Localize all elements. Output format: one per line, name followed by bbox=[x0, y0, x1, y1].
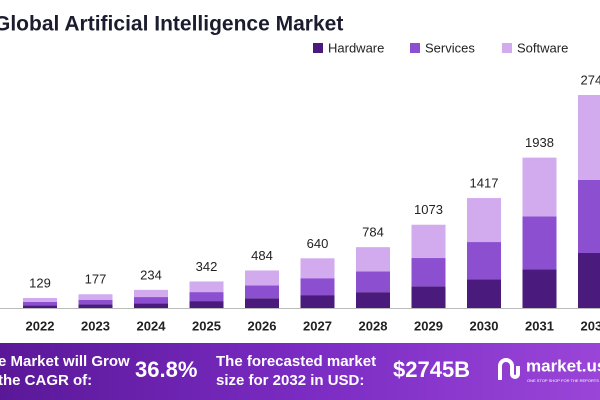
legend-label: Hardware bbox=[328, 40, 384, 55]
x-tick-label: 2027 bbox=[303, 318, 332, 333]
legend-swatch bbox=[410, 43, 420, 53]
bar-segment bbox=[23, 301, 57, 306]
total-label: 1938 bbox=[525, 135, 554, 150]
bar-segment bbox=[78, 299, 113, 305]
banner-text: e Market will Grow bbox=[0, 353, 130, 370]
total-label: 1073 bbox=[414, 202, 443, 217]
bar-segment bbox=[356, 292, 390, 308]
total-label: 234 bbox=[140, 267, 162, 282]
bar-segment bbox=[134, 297, 168, 304]
bar-segment bbox=[578, 252, 600, 308]
total-label: 342 bbox=[196, 259, 218, 274]
banner-text: the CAGR of: bbox=[0, 372, 92, 389]
total-label: 640 bbox=[307, 236, 329, 251]
x-tick-label: 2032 bbox=[581, 318, 600, 333]
bar-segment bbox=[411, 224, 446, 259]
bar-segment bbox=[245, 270, 279, 286]
x-tick-label: 2024 bbox=[137, 318, 167, 333]
legend-label: Services bbox=[425, 40, 475, 55]
bar-segment bbox=[245, 298, 279, 308]
bar-segment bbox=[78, 294, 113, 300]
bar-segment bbox=[189, 301, 224, 308]
bar-segment bbox=[78, 304, 113, 308]
logo-tagline: ONE STOP SHOP FOR THE REPORTS bbox=[527, 378, 599, 383]
bar-segment bbox=[411, 258, 446, 287]
bar-segment bbox=[23, 297, 57, 302]
total-label: 484 bbox=[251, 248, 273, 263]
bar-segment bbox=[23, 305, 57, 308]
logo: market.us bbox=[526, 356, 600, 375]
chart-title: Global Artificial Intelligence Market bbox=[0, 13, 343, 36]
bar-segment bbox=[134, 289, 168, 298]
total-label: 177 bbox=[85, 272, 107, 287]
bar-segment bbox=[356, 271, 390, 293]
cagr: 36.8% bbox=[135, 357, 197, 382]
x-tick-label: 2022 bbox=[26, 318, 55, 333]
x-tick-label: 2031 bbox=[525, 318, 554, 333]
bar-segment bbox=[522, 157, 557, 217]
total-label: 2745 bbox=[581, 72, 600, 87]
total-label: 129 bbox=[29, 275, 51, 290]
legend-label: Software bbox=[517, 40, 568, 55]
market-size: $2745B bbox=[393, 357, 470, 382]
bar-segment bbox=[467, 198, 501, 243]
bar-segment bbox=[578, 179, 600, 253]
bar-segment bbox=[134, 303, 168, 308]
x-tick-label: 2028 bbox=[359, 318, 388, 333]
bar-segment bbox=[245, 285, 279, 299]
x-tick-label: 2026 bbox=[248, 318, 277, 333]
x-tick-label: 2025 bbox=[192, 318, 221, 333]
bar-segment bbox=[578, 95, 600, 180]
total-label: 784 bbox=[362, 225, 384, 240]
bar-segment bbox=[189, 292, 224, 302]
bar-segment bbox=[411, 286, 446, 308]
total-label: 1417 bbox=[470, 175, 499, 190]
bar-segment bbox=[189, 281, 224, 293]
bar-segment bbox=[300, 278, 335, 296]
bar-segment bbox=[300, 258, 335, 279]
banner-text: The forecasted market bbox=[216, 353, 376, 370]
x-tick-label: 2023 bbox=[81, 318, 110, 333]
legend-swatch bbox=[313, 43, 323, 53]
legend-swatch bbox=[502, 43, 512, 53]
bar-segment bbox=[300, 295, 335, 308]
bar-segment bbox=[522, 269, 557, 308]
bar-segment bbox=[356, 247, 390, 272]
logo-icon bbox=[498, 358, 520, 380]
x-tick-label: 2030 bbox=[470, 318, 499, 333]
bar-segment bbox=[522, 216, 557, 270]
bar-segment bbox=[467, 279, 501, 308]
bar-segment bbox=[467, 242, 501, 280]
x-tick-label: 2029 bbox=[414, 318, 443, 333]
banner-text: size for 2032 in USD: bbox=[216, 372, 364, 389]
